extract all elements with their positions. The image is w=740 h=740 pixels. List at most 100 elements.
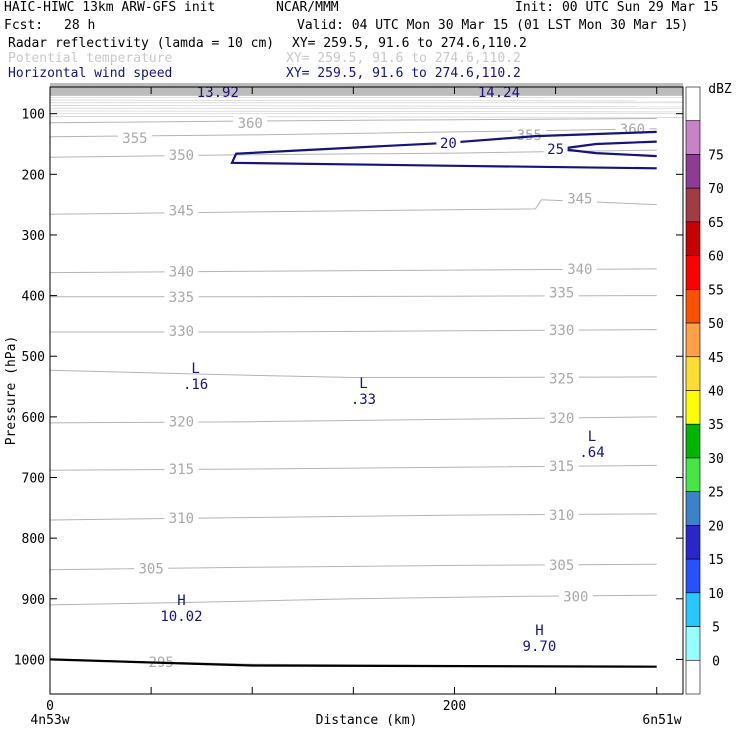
- isentrope-band-line: [49, 99, 684, 102]
- init-time: Init: 00 UTC Sun 29 Mar 15: [515, 0, 719, 15]
- isentrope-label-bg: [164, 146, 199, 161]
- colorbar-level-label: 20: [708, 519, 724, 534]
- isentrope-line: [49, 268, 657, 274]
- isentrope-label: 325: [549, 372, 574, 388]
- model-title: HAIC-HIWC 13km ARW-GFS init: [4, 0, 216, 15]
- isentrope-label: 330: [549, 323, 574, 339]
- wind-contour-label: 25: [547, 142, 564, 158]
- colorbar-swatch: [685, 120, 701, 155]
- colorbar-level-label: 15: [708, 553, 724, 568]
- isentrope-label: 310: [169, 511, 194, 527]
- wind-max-label: 14.24: [478, 85, 520, 101]
- isentrope-label: 335: [549, 286, 574, 302]
- org-label: NCAR/MMM: [276, 0, 339, 15]
- x-tick-label: 200: [443, 699, 466, 714]
- y-tick-label: 1000: [14, 653, 45, 668]
- extremum-marker: L: [191, 361, 199, 377]
- x-end-label-right: 6n51w: [642, 713, 681, 728]
- isentrope-label-bg: [562, 190, 597, 205]
- y-axis-label: Pressure (hPa): [4, 336, 19, 446]
- extremum-value: .64: [579, 445, 604, 461]
- colorbar-level-label: 45: [708, 351, 724, 366]
- isentrope-label-bg: [615, 120, 650, 135]
- isentrope-label: 320: [169, 415, 194, 431]
- wind-label-bg: [436, 134, 461, 149]
- colorbar-level-label: 10: [708, 587, 724, 602]
- y-tick-label: 600: [22, 411, 45, 426]
- isentrope-label-bg: [544, 322, 579, 337]
- fcst-value: 28 h: [64, 18, 96, 33]
- extremum-marker: H: [535, 623, 543, 639]
- y-tick-label: 500: [22, 350, 45, 365]
- x-axis-label: Distance (km): [316, 713, 418, 728]
- isentrope-label: 360: [620, 122, 645, 138]
- colorbar-swatch: [685, 154, 701, 189]
- isentrope-label-bg: [544, 410, 579, 425]
- valid-time: Valid: 04 UTC Mon 30 Mar 15 (01 LST Mon …: [297, 18, 689, 33]
- isentrope-label-bg: [558, 588, 593, 603]
- isentrope-label: 350: [169, 148, 194, 164]
- extremum-value: 9.70: [523, 639, 557, 655]
- isentrope-band-line: [49, 116, 684, 118]
- field-name-reflectivity: Radar reflectivity (lamda = 10 cm): [8, 36, 275, 51]
- isentrope-label-bg: [164, 413, 199, 428]
- field-name-wind: Horizontal wind speed: [8, 66, 173, 81]
- x-end-label-left: 4n53w: [30, 713, 69, 728]
- colorbar-swatch: [685, 457, 701, 492]
- isentrope-label: 310: [549, 508, 574, 524]
- colorbar-level-label: 65: [708, 216, 724, 231]
- x-tick-label: 0: [46, 699, 54, 714]
- y-tick-label: 400: [22, 290, 45, 305]
- isentrope-line: [49, 369, 657, 378]
- isentrope-label: 345: [169, 204, 194, 220]
- isentrope-label-bg: [544, 284, 579, 299]
- isentrope-label-bg: [233, 114, 268, 129]
- isentrope-label: 315: [549, 459, 574, 475]
- isentrope-label-bg: [544, 556, 579, 571]
- y-tick-label: 800: [22, 532, 45, 547]
- field-xy-reflectivity: XY= 259.5, 91.6 to 274.6,110.2: [292, 36, 527, 51]
- y-tick-label: 300: [22, 229, 45, 244]
- isentrope-label-bg: [134, 560, 169, 575]
- isentrope-label: 305: [549, 558, 574, 574]
- isentrope-label-bg: [164, 510, 199, 525]
- colorbar-swatch: [685, 86, 701, 122]
- colorbar-level-label: 35: [708, 418, 724, 433]
- isentrope-label-bg: [164, 461, 199, 476]
- isentrope-label: 330: [169, 324, 194, 340]
- wind-label-bg: [543, 140, 568, 155]
- colorbar-swatch: [685, 322, 701, 358]
- colorbar-swatch: [685, 525, 701, 560]
- field-name-theta: Potential temperature: [8, 51, 173, 66]
- isentrope-label-bg: [544, 457, 579, 472]
- fcst-label: Fcst:: [4, 18, 44, 33]
- plot-frame: [49, 86, 684, 695]
- isentrope-label: 340: [169, 264, 194, 280]
- colorbar-level-label: 40: [708, 385, 724, 400]
- colorbar-swatch: [685, 356, 701, 391]
- extremum-marker: L: [588, 429, 596, 445]
- isentrope-label-bg: [164, 322, 199, 337]
- isentrope-label: 360: [238, 116, 263, 132]
- isentrope-label-bg: [144, 653, 179, 668]
- colorbar-swatch: [685, 221, 701, 256]
- isentrope-label: 300: [563, 589, 588, 605]
- colorbar-swatch: [685, 390, 701, 425]
- wind-contour-line: [559, 140, 657, 158]
- colorbar-swatch: [685, 289, 701, 324]
- isentrope-label: 320: [549, 411, 574, 427]
- isentrope-label-bg: [544, 507, 579, 522]
- field-xy-wind: XY= 259.5, 91.6 to 274.6,110.2: [286, 66, 521, 81]
- isentrope-label-bg: [562, 260, 597, 275]
- colorbar-level-label: 75: [708, 148, 724, 163]
- extremum-marker: H: [177, 593, 185, 609]
- colorbar-level-label: 50: [708, 317, 724, 332]
- y-tick-label: 100: [22, 108, 45, 123]
- field-xy-theta: XY= 259.5, 91.6 to 274.6,110.2: [286, 51, 521, 66]
- colorbar-level-label: 30: [708, 452, 724, 467]
- colorbar-swatch: [685, 491, 701, 526]
- isentrope-label: 355: [122, 131, 147, 147]
- colorbar-level-label: 70: [708, 182, 724, 197]
- isentrope-label-bg: [164, 263, 199, 278]
